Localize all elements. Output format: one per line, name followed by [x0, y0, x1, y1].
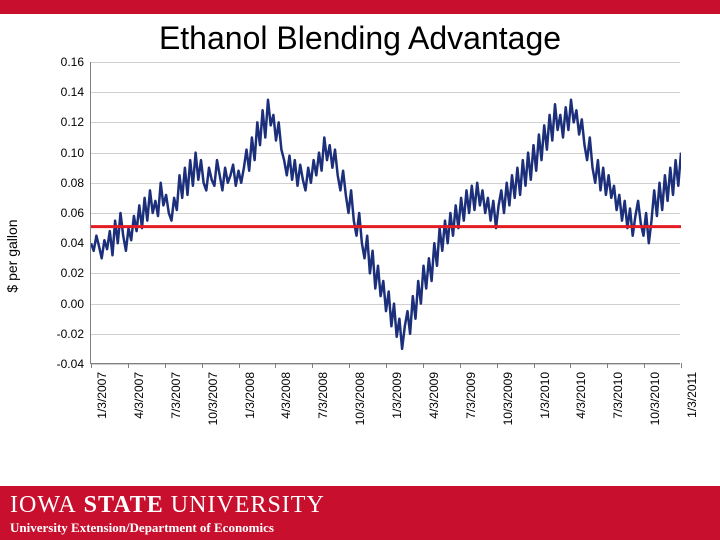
y-tick-label: 0.04: [44, 236, 84, 250]
x-tick-label: 7/3/2009: [464, 372, 478, 419]
line-chart: $ per gallon 0.160.140.120.100.080.060.0…: [44, 62, 684, 450]
y-tick-label: -0.04: [44, 357, 84, 371]
y-tick-label: 0.02: [44, 266, 84, 280]
y-tick-label: 0.00: [44, 297, 84, 311]
y-axis-label: $ per gallon: [4, 219, 20, 292]
y-tick-label: 0.12: [44, 115, 84, 129]
x-tick-label: 1/3/2009: [390, 372, 404, 419]
x-tick-label: 4/3/2008: [279, 372, 293, 419]
chart-title: Ethanol Blending Advantage: [0, 14, 720, 59]
x-tick-label: 7/3/2008: [316, 372, 330, 419]
x-tick-label: 10/3/2008: [353, 372, 367, 425]
x-tick-label: 1/3/2008: [243, 372, 257, 419]
y-tick-label: 0.08: [44, 176, 84, 190]
department-name: University Extension/Department of Econo…: [10, 520, 710, 536]
x-tick-label: 7/3/2010: [611, 372, 625, 419]
y-tick-label: 0.14: [44, 85, 84, 99]
x-tick-mark: [681, 363, 682, 368]
series-svg: [91, 62, 681, 364]
x-tick-label: 10/3/2009: [501, 372, 515, 425]
x-tick-label: 10/3/2007: [206, 372, 220, 425]
x-tick-label: 10/3/2010: [648, 372, 662, 425]
x-tick-label: 7/3/2007: [169, 372, 183, 419]
x-tick-label: 4/3/2009: [427, 372, 441, 419]
footer-bar: IOWA STATE UNIVERSITY University Extensi…: [0, 486, 720, 540]
data-line: [91, 100, 681, 349]
x-tick-label: 4/3/2007: [132, 372, 146, 419]
x-tick-label: 1/3/2011: [685, 372, 699, 418]
y-tick-label: 0.06: [44, 206, 84, 220]
x-tick-label: 1/3/2010: [538, 372, 552, 419]
top-accent-bar: [0, 0, 720, 14]
university-name: IOWA STATE UNIVERSITY: [10, 492, 710, 519]
y-tick-label: 0.10: [44, 146, 84, 160]
x-tick-label: 1/3/2007: [95, 372, 109, 419]
y-tick-label: 0.16: [44, 55, 84, 69]
plot-area: [90, 62, 680, 364]
x-tick-label: 4/3/2010: [574, 372, 588, 419]
y-tick-label: -0.02: [44, 327, 84, 341]
